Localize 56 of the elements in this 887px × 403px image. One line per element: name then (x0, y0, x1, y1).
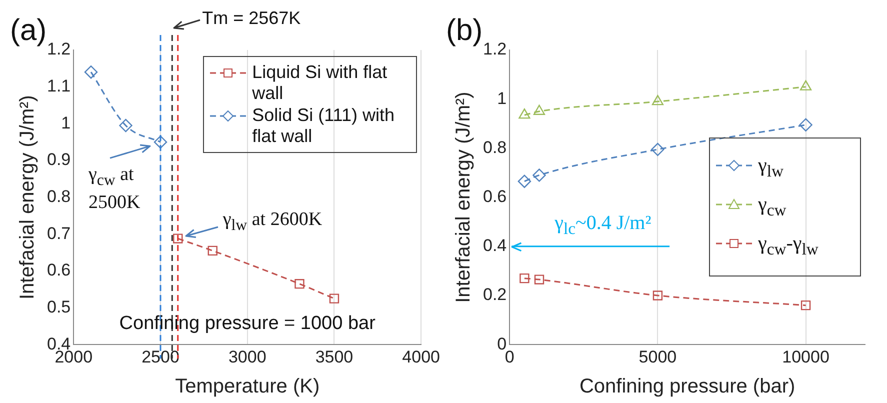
y-tick-label: 1 (497, 88, 507, 108)
x-axis-title: Confining pressure (bar) (579, 376, 796, 398)
y-axis-title: Intefacial energy (J/m²) (16, 95, 39, 300)
annotation: Confining pressure = 1000 bar (118, 312, 376, 335)
point (329, 294, 340, 304)
x-tick-label: 3000 (228, 347, 266, 366)
y-tick-label: 0.2 (482, 285, 507, 304)
legend-label: Solid Si (111) with flat wall (252, 105, 396, 147)
point (652, 290, 663, 300)
legend-label: Tm = 2567K (202, 8, 301, 29)
point (520, 273, 530, 284)
chart-title: (b) (446, 14, 483, 48)
point (518, 108, 530, 119)
y-tick-label: 0.8 (46, 186, 71, 206)
y-tick-label: 0.9 (46, 150, 71, 170)
point (800, 80, 812, 90)
legend-label: γ$_{cw}$-γ$_{lw}$ (758, 232, 818, 260)
y-tick-label: 0.6 (46, 260, 71, 280)
point (652, 94, 664, 106)
legend-label: γ$_{lw}$ (758, 154, 784, 182)
point (84, 65, 98, 79)
point (119, 118, 132, 132)
y-axis-title: Interfacial energy (J/m²) (452, 92, 475, 303)
y-tick-label: 1.1 (46, 76, 71, 96)
point (518, 174, 532, 188)
x-tick-label: 5000 (638, 347, 677, 366)
point (533, 104, 546, 115)
y-tick-label: 0.8 (482, 138, 507, 157)
legend-label: Liquid Si with flat wall (252, 62, 388, 104)
point (294, 278, 304, 289)
y-tick-label: 0.6 (482, 186, 507, 206)
x-axis-title: Temperature (K) (175, 376, 320, 398)
x-tick-label: 4000 (402, 347, 440, 366)
ref-line-label: γ$_{lc}$~0.4 J/m² (554, 212, 652, 240)
point (799, 118, 812, 132)
y-tick-label: 1.2 (46, 40, 71, 59)
y-tick-label: 0.7 (46, 224, 71, 243)
point (800, 300, 811, 310)
x-tick-label: 2500 (142, 347, 180, 366)
y-tick-label: 0.4 (482, 236, 507, 256)
y-tick-label: 0.5 (46, 297, 71, 316)
point (534, 274, 544, 284)
point (651, 142, 664, 156)
chart-title: (a) (10, 14, 47, 48)
y-tick-label: 0 (497, 334, 507, 354)
legend-label: γ$_{cw}$ (758, 194, 786, 221)
point (208, 246, 218, 256)
x-tick-label: 3500 (315, 347, 354, 366)
annotation: γ$_{lw}$ at 2600K (222, 208, 322, 236)
y-tick-label: 1.2 (482, 40, 507, 59)
point (532, 168, 546, 182)
point (154, 135, 168, 149)
annotation: γ$_{cw}$ at 2500K (88, 164, 142, 214)
y-tick-label: 1 (61, 113, 71, 132)
x-tick-label: 10000 (782, 347, 830, 366)
point (173, 234, 183, 244)
